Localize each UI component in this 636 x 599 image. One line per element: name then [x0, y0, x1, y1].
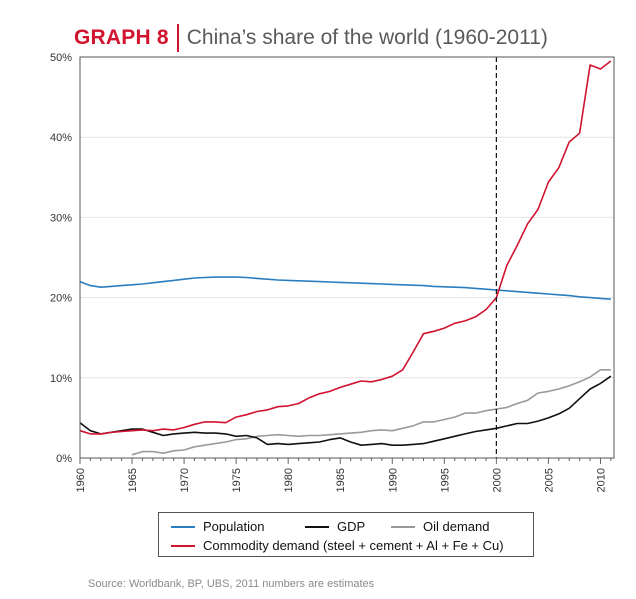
y-tick-label: 10%: [50, 373, 72, 385]
legend-label-gdp: GDP: [337, 519, 366, 534]
y-tick-label: 50%: [50, 52, 72, 64]
series-line-commodity: [79, 60, 612, 435]
series-line-gdp: [79, 375, 612, 447]
x-tick-label: 1985: [335, 468, 347, 492]
x-tick-label: 1970: [179, 468, 191, 492]
legend-label-oil: Oil demand: [423, 519, 490, 534]
series-line-oil: [131, 368, 611, 456]
data-series: [79, 60, 612, 456]
gridlines: [80, 56, 614, 379]
chart-title: China’s share of the world (1960-2011): [186, 26, 548, 49]
legend: Population GDP Oil demand Commodity dema…: [158, 512, 534, 557]
plot-border: [79, 56, 615, 459]
y-tick-label: 40%: [50, 132, 72, 144]
x-tick-label: 1975: [231, 468, 243, 492]
legend-swatch-commodity: [171, 544, 195, 547]
legend-label-population: Population: [203, 519, 265, 534]
y-tick-label: 30%: [50, 212, 72, 224]
y-tick-label: 20%: [50, 293, 72, 305]
x-tick-label: 2005: [543, 468, 555, 492]
legend-item-gdp: GDP: [305, 519, 365, 534]
x-tick-label: 2010: [595, 468, 607, 492]
legend-swatch-population: [171, 525, 195, 528]
source-note: Source: Worldbank, BP, UBS, 2011 numbers…: [88, 578, 375, 590]
line-chart: 0%10%20%30%40%50% 1960 1965 1970 1975 1980 19…: [50, 52, 615, 492]
x-axis-ticks: 1960 1965 1970 1975 1980 1985 1990 1995 2000 2005…: [75, 458, 612, 492]
x-tick-label: 2000: [491, 468, 503, 492]
x-tick-label: 1990: [387, 468, 399, 492]
series-line-population: [79, 276, 611, 300]
legend-item-commodity: Commodity demand (steel + cement + Al + …: [171, 538, 504, 553]
plot-frame: [79, 56, 615, 459]
y-tick-label: 0%: [56, 453, 72, 465]
chart-header: GRAPH 8 China’s share of the world (1960…: [74, 23, 548, 53]
x-tick-label: 1995: [439, 468, 451, 492]
legend-swatch-oil: [391, 525, 415, 528]
legend-item-population: Population: [171, 519, 264, 534]
x-tick-label: 1980: [283, 468, 295, 492]
graph-number: GRAPH 8: [74, 26, 169, 49]
x-tick-label: 1960: [75, 468, 87, 492]
legend-item-oil: Oil demand: [391, 519, 489, 534]
legend-label-commodity: Commodity demand (steel + cement + Al + …: [203, 538, 504, 553]
x-tick-label: 1965: [127, 468, 139, 492]
title-separator: [176, 24, 179, 52]
y-axis-ticks: 0% 10% 20% 30% 40% 50%: [50, 52, 72, 465]
legend-swatch-gdp: [305, 525, 329, 528]
